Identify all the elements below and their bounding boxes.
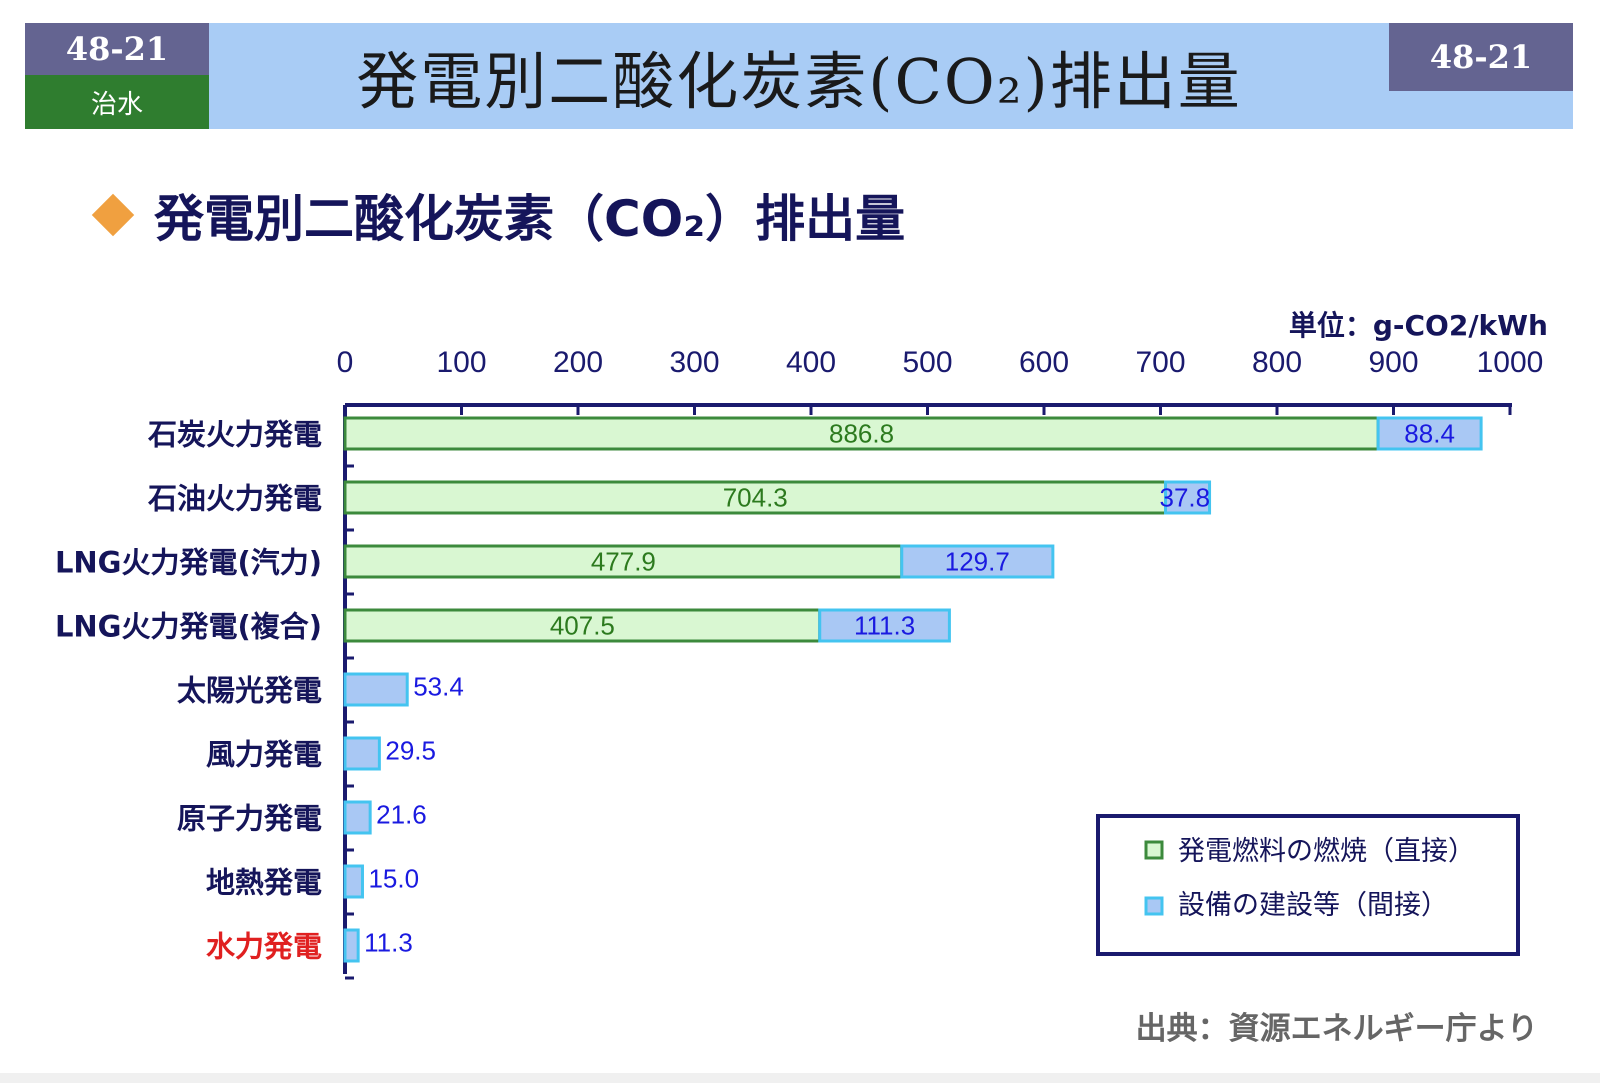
section-heading-text: 発電別二酸化炭素（CO₂）排出量 [154,190,906,248]
x-tick-label: 600 [1019,346,1069,379]
bar-indirect [343,800,372,835]
data-label-direct: 477.9 [591,547,656,577]
category-label: LNG火力発電(複合) [55,610,322,644]
data-label-indirect: 15.0 [368,864,419,894]
data-label-indirect: 53.4 [413,672,464,702]
data-label-indirect: 21.6 [376,800,427,830]
bar-direct [343,544,904,579]
data-label-direct: 407.5 [550,611,615,641]
legend-swatch-direct [1144,840,1164,860]
source-note: 出典：資源エネルギー庁より [1135,1011,1538,1047]
x-tick-label: 800 [1252,346,1302,379]
bar-direct [343,608,822,643]
category-label: 石油火力発電 [147,482,322,516]
x-tick-label: 300 [669,346,719,379]
page-title: 発電別二酸化炭素(CO₂)排出量 [356,45,1242,118]
category-label: 水力発電 [206,930,322,964]
category-badge: 治水 [25,75,209,129]
bar-indirect [343,928,360,963]
slide-number-right: 48-21 [1389,23,1573,91]
unit-label: 単位：g-CO2/kWh [1288,309,1548,342]
bar-indirect [343,864,364,899]
data-label-indirect: 37.8 [1160,483,1211,513]
legend-label-indirect: 設備の建設等（間接） [1178,890,1448,921]
legend-box [1096,814,1520,956]
x-tick-label: 900 [1368,346,1418,379]
x-tick-label: 500 [902,346,952,379]
data-label-indirect: 111.3 [854,611,915,641]
data-label-direct: 886.8 [829,419,894,449]
legend-swatch-indirect [1144,896,1164,916]
category-label: 地熱発電 [206,866,322,900]
data-label-indirect: 129.7 [945,547,1010,577]
data-label-indirect: 11.3 [364,928,413,958]
x-tick-label: 100 [436,346,486,379]
legend-label-direct: 発電燃料の燃焼（直接） [1178,836,1475,867]
category-label: LNG火力発電(汽力) [55,546,322,580]
data-label-indirect: 88.4 [1404,419,1455,449]
bar-direct [343,480,1168,515]
x-tick-label: 400 [786,346,836,379]
category-label: 原子力発電 [177,802,322,836]
bar-indirect [818,608,951,643]
header-band [25,23,1573,129]
bar-indirect [1376,416,1483,451]
x-tick-label: 1000 [1477,346,1544,379]
x-tick-label: 700 [1135,346,1185,379]
section-heading: 発電別二酸化炭素（CO₂）排出量 [91,180,906,250]
category-label: 太陽光発電 [177,674,322,708]
bar-indirect [1164,480,1212,515]
bottom-strip [0,1073,1600,1083]
data-label-direct: 704.3 [723,483,788,513]
category-label: 風力発電 [206,738,322,772]
bar-indirect [343,672,409,707]
bar-indirect [343,736,381,771]
x-tick-label: 0 [337,346,354,379]
bar-indirect [900,544,1055,579]
data-label-indirect: 29.5 [385,736,436,766]
x-tick-label: 200 [553,346,603,379]
slide-number-left: 48-21 [25,23,209,75]
category-label: 石炭火力発電 [147,418,322,452]
